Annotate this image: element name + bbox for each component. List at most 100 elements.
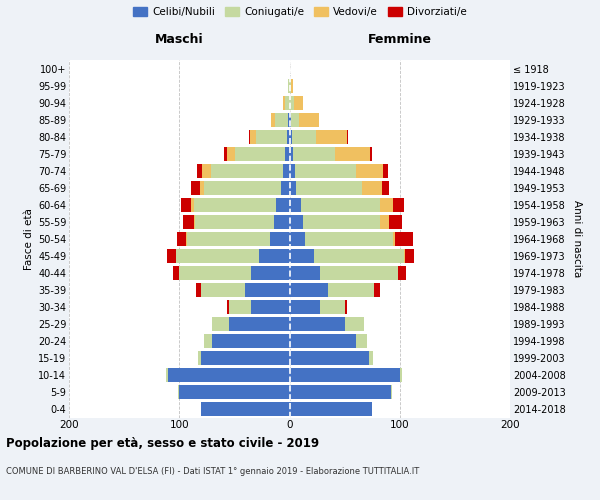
Bar: [227, 146, 235, 160]
Bar: [285, 96, 290, 110]
Bar: [194, 198, 276, 211]
Bar: [290, 249, 314, 263]
Bar: [314, 249, 404, 263]
Bar: [290, 300, 320, 314]
Bar: [395, 232, 413, 245]
Bar: [289, 112, 290, 126]
Bar: [201, 283, 245, 297]
Bar: [296, 180, 362, 194]
Bar: [197, 164, 202, 177]
Bar: [186, 232, 187, 245]
Bar: [393, 198, 404, 211]
Bar: [335, 146, 370, 160]
Bar: [275, 112, 289, 126]
Bar: [290, 112, 299, 126]
Bar: [167, 249, 176, 263]
Bar: [293, 146, 335, 160]
Bar: [202, 351, 290, 365]
Bar: [290, 317, 344, 331]
Bar: [251, 300, 290, 314]
Bar: [245, 283, 290, 297]
Bar: [290, 214, 303, 228]
Bar: [177, 232, 186, 245]
Bar: [173, 266, 179, 280]
Bar: [191, 180, 200, 194]
Bar: [382, 180, 389, 194]
Bar: [303, 214, 380, 228]
Legend: Celibi/Nubili, Coniugati/e, Vedovi/e, Divorziati/e: Celibi/Nubili, Coniugati/e, Vedovi/e, Di…: [129, 2, 471, 22]
Y-axis label: Anni di nascita: Anni di nascita: [572, 200, 582, 278]
Bar: [400, 368, 402, 382]
Bar: [290, 334, 356, 348]
Bar: [196, 283, 202, 297]
Bar: [281, 180, 290, 194]
Bar: [404, 249, 405, 263]
Bar: [269, 232, 290, 245]
Bar: [250, 130, 256, 143]
Bar: [344, 317, 364, 331]
Text: Maschi: Maschi: [155, 34, 203, 46]
Bar: [299, 112, 319, 126]
Bar: [235, 146, 285, 160]
Bar: [187, 232, 269, 245]
Bar: [181, 198, 191, 211]
Bar: [320, 266, 398, 280]
Bar: [356, 164, 383, 177]
Bar: [224, 146, 227, 160]
Bar: [362, 180, 382, 194]
Bar: [370, 146, 372, 160]
Bar: [374, 283, 380, 297]
Bar: [389, 214, 402, 228]
Bar: [398, 266, 406, 280]
Bar: [166, 368, 168, 382]
Bar: [305, 232, 393, 245]
Y-axis label: Fasce di età: Fasce di età: [23, 208, 34, 270]
Bar: [295, 164, 356, 177]
Bar: [290, 351, 369, 365]
Bar: [176, 249, 259, 263]
Bar: [212, 317, 229, 331]
Bar: [178, 385, 179, 399]
Bar: [200, 180, 203, 194]
Bar: [203, 334, 212, 348]
Bar: [179, 266, 251, 280]
Bar: [344, 300, 347, 314]
Bar: [290, 146, 293, 160]
Bar: [211, 164, 283, 177]
Bar: [283, 164, 290, 177]
Bar: [290, 198, 301, 211]
Bar: [191, 198, 194, 211]
Bar: [383, 164, 388, 177]
Bar: [391, 385, 392, 399]
Bar: [290, 164, 295, 177]
Bar: [198, 351, 202, 365]
Bar: [274, 214, 290, 228]
Bar: [292, 130, 316, 143]
Bar: [287, 130, 290, 143]
Bar: [393, 232, 395, 245]
Bar: [380, 214, 389, 228]
Bar: [347, 130, 348, 143]
Bar: [289, 78, 290, 92]
Bar: [276, 198, 290, 211]
Bar: [229, 317, 290, 331]
Bar: [316, 130, 347, 143]
Text: Femmine: Femmine: [368, 34, 432, 46]
Bar: [227, 300, 229, 314]
Bar: [301, 198, 380, 211]
Bar: [294, 96, 303, 110]
Text: COMUNE DI BARBERINO VAL D'ELSA (FI) - Dati ISTAT 1° gennaio 2019 - Elaborazione : COMUNE DI BARBERINO VAL D'ELSA (FI) - Da…: [6, 468, 419, 476]
Bar: [290, 180, 296, 194]
Bar: [285, 146, 290, 160]
Bar: [369, 351, 373, 365]
Bar: [212, 334, 290, 348]
Bar: [290, 232, 305, 245]
Bar: [290, 266, 320, 280]
Bar: [405, 249, 414, 263]
Bar: [202, 402, 290, 416]
Bar: [290, 96, 294, 110]
Bar: [290, 130, 292, 143]
Bar: [202, 164, 211, 177]
Bar: [320, 300, 344, 314]
Text: Popolazione per età, sesso e stato civile - 2019: Popolazione per età, sesso e stato civil…: [6, 438, 319, 450]
